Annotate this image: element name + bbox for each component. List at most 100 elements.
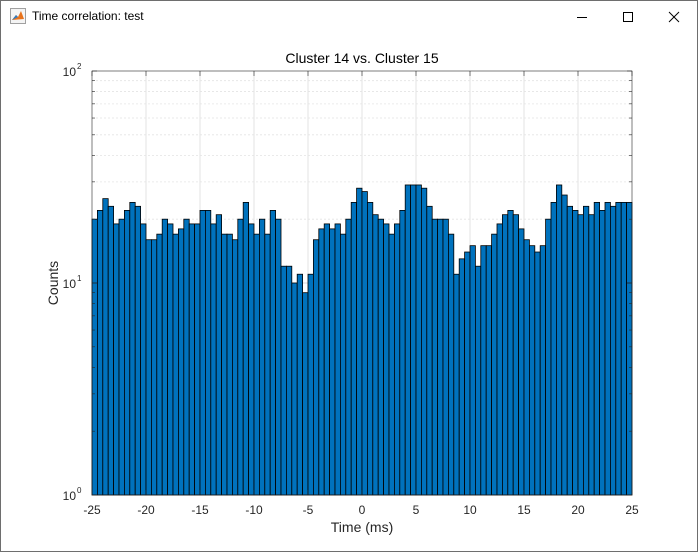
close-button[interactable]	[651, 1, 697, 32]
histogram-bar	[269, 210, 277, 496]
histogram-bar	[426, 205, 433, 496]
histogram-bar	[275, 218, 282, 496]
histogram-bar	[561, 194, 568, 496]
histogram-bar	[356, 187, 363, 496]
histogram-bar	[388, 233, 395, 496]
histogram-bar	[545, 218, 552, 496]
histogram-bar	[566, 205, 574, 496]
y-tick-exponent: 2	[77, 62, 82, 71]
histogram-bar	[156, 233, 163, 496]
histogram-bar	[194, 223, 201, 496]
histogram-bar	[161, 218, 168, 496]
histogram-bar	[242, 201, 249, 496]
bars	[91, 184, 633, 496]
histogram-bar	[518, 228, 525, 496]
histogram-bar	[264, 233, 271, 496]
title-bar[interactable]: Time correlation: test	[1, 1, 697, 32]
histogram-bar	[97, 210, 104, 496]
histogram-bar	[210, 223, 217, 496]
histogram-bar	[350, 201, 358, 496]
histogram-bar	[339, 233, 347, 496]
histogram-bar	[577, 214, 584, 496]
x-tick-label: 10	[463, 503, 477, 517]
histogram-bar	[302, 292, 309, 496]
histogram-bar	[491, 233, 498, 496]
y-axis-label: Counts	[45, 261, 61, 305]
y-tick-exponent: 1	[77, 274, 82, 283]
window-title: Time correlation: test	[32, 9, 144, 23]
histogram-bar	[91, 218, 98, 496]
histogram-bar	[215, 214, 222, 496]
histogram-bar	[610, 205, 617, 496]
x-tick-label: -25	[83, 503, 101, 517]
x-tick-label: -15	[191, 503, 209, 517]
histogram-bar	[399, 210, 406, 496]
figure-canvas: -25 -20 -15 -10 -5 0 5 10 15 20 25 10 0 10 1 10 2 Clust…	[1, 32, 697, 551]
histogram-bar	[458, 258, 466, 496]
maximize-icon	[623, 11, 633, 22]
histogram-bar	[583, 205, 590, 496]
histogram-bar	[237, 218, 244, 496]
histogram-bar	[431, 218, 439, 496]
histogram-bar	[221, 233, 228, 496]
histogram-bar	[204, 210, 212, 496]
histogram-bar	[102, 198, 109, 496]
histogram-bar	[420, 187, 428, 496]
histogram-bar	[231, 239, 239, 496]
x-tick-label: 5	[413, 503, 420, 517]
histogram-bar	[550, 201, 557, 496]
histogram-bar	[410, 184, 417, 496]
y-tick-label: 10	[63, 277, 77, 291]
histogram-bar	[188, 223, 195, 496]
histogram-bar	[572, 210, 579, 496]
histogram-bar	[393, 223, 401, 496]
histogram-bar	[604, 201, 611, 496]
minimize-icon	[577, 16, 587, 18]
histogram-bar	[593, 201, 601, 496]
histogram-bar	[626, 201, 633, 496]
histogram-bar	[140, 223, 147, 496]
histogram-bar	[383, 223, 390, 496]
histogram-bar	[226, 233, 233, 496]
histogram-bar	[285, 265, 293, 496]
histogram-bar	[361, 191, 368, 496]
minimize-button[interactable]	[559, 1, 605, 32]
histogram-bar	[145, 239, 152, 496]
histogram-bar	[372, 214, 379, 496]
histogram-bar	[453, 273, 460, 496]
histogram-bar	[323, 223, 331, 496]
histogram-bar	[377, 218, 385, 496]
histogram-bar	[129, 201, 136, 496]
histogram-bar	[539, 245, 547, 496]
histogram-bar	[534, 251, 541, 496]
x-tick-label: -10	[245, 503, 263, 517]
histogram-bar	[599, 210, 606, 496]
histogram-bar	[118, 218, 125, 496]
histogram-bar	[615, 201, 622, 496]
histogram-bar	[134, 205, 141, 496]
histogram-bar	[556, 184, 563, 496]
x-tick-label: 25	[625, 503, 639, 517]
matlab-app-icon	[10, 8, 26, 24]
histogram-bar	[485, 245, 493, 496]
x-tick-label: 0	[359, 503, 366, 517]
histogram-bar	[447, 233, 455, 496]
x-tick-label: -5	[303, 503, 314, 517]
histogram-bar	[464, 251, 471, 496]
maximize-button[interactable]	[605, 1, 651, 32]
histogram-bar	[124, 210, 131, 496]
histogram-bar	[312, 239, 320, 496]
histogram-bar	[345, 218, 352, 496]
histogram-bar	[113, 223, 120, 496]
y-tick-label: 10	[63, 65, 77, 79]
histogram-bar	[588, 214, 595, 496]
histogram-bar	[469, 245, 476, 496]
histogram-bar	[442, 218, 449, 496]
histogram-bar	[307, 273, 314, 496]
histogram-bar	[334, 223, 341, 496]
histogram-bar	[177, 228, 185, 496]
x-tick-label: 20	[571, 503, 585, 517]
